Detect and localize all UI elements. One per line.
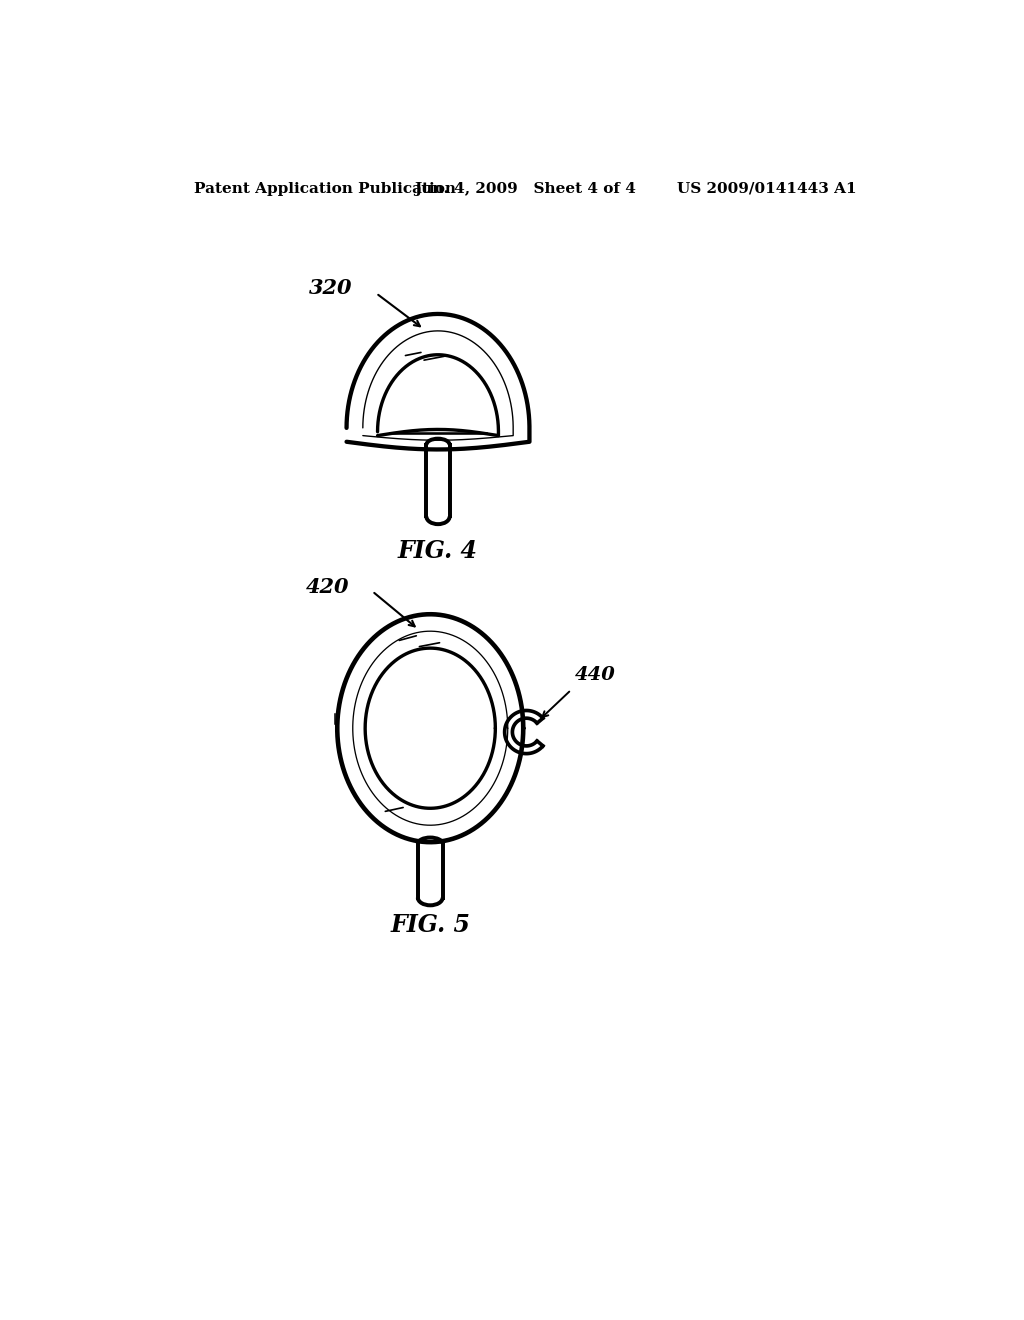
Text: FIG. 5: FIG. 5 (390, 912, 470, 937)
Text: FIG. 4: FIG. 4 (398, 539, 478, 564)
Text: 320: 320 (309, 277, 352, 298)
Text: US 2009/0141443 A1: US 2009/0141443 A1 (677, 182, 856, 195)
Text: 440: 440 (575, 667, 616, 684)
Text: 420: 420 (305, 577, 349, 597)
Text: Patent Application Publication: Patent Application Publication (194, 182, 456, 195)
Text: Jun. 4, 2009   Sheet 4 of 4: Jun. 4, 2009 Sheet 4 of 4 (414, 182, 636, 195)
